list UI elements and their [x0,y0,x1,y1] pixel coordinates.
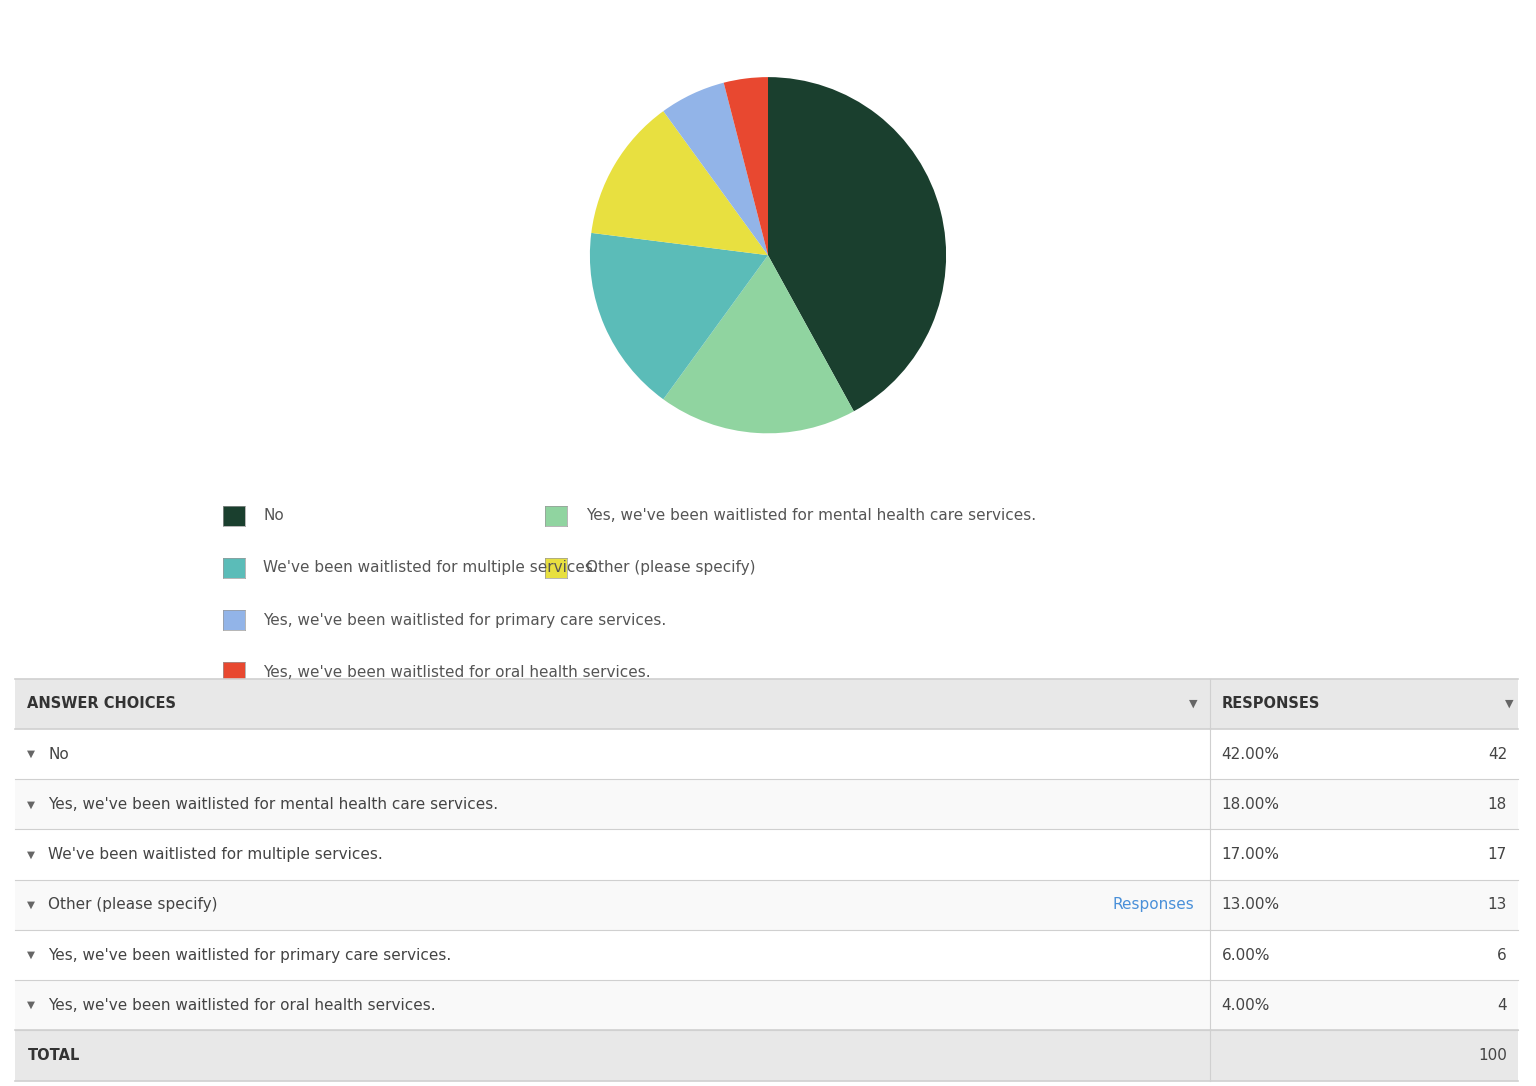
Bar [15,980,1518,1031]
Text: No: No [49,746,69,761]
Text: Yes, we've been waitlisted for oral health services.: Yes, we've been waitlisted for oral heal… [49,998,436,1013]
Bar [15,880,1518,930]
Text: RESPONSES: RESPONSES [1221,696,1319,711]
Wedge shape [768,77,946,412]
Text: Responses: Responses [1114,897,1195,912]
Text: 13: 13 [1488,897,1507,912]
Text: Yes, we've been waitlisted for mental health care services.: Yes, we've been waitlisted for mental he… [49,797,499,812]
Text: No: No [263,508,284,523]
Text: 4: 4 [1498,998,1507,1013]
Bar [15,1031,1518,1081]
Wedge shape [591,111,768,255]
Text: ANSWER CHOICES: ANSWER CHOICES [28,696,177,711]
Wedge shape [664,255,854,433]
Bar [15,679,1518,729]
Text: ▼: ▼ [1189,699,1198,709]
Text: Other (please specify): Other (please specify) [585,560,756,576]
Wedge shape [664,83,768,255]
Text: 42.00%: 42.00% [1221,746,1279,761]
Text: ▼: ▼ [28,1000,35,1010]
Text: We've been waitlisted for multiple services.: We've been waitlisted for multiple servi… [263,560,598,576]
Text: 100: 100 [1478,1048,1507,1063]
Text: 42: 42 [1488,746,1507,761]
Text: ▼: ▼ [28,900,35,910]
Bar [15,930,1518,980]
Text: ▼: ▼ [28,950,35,960]
Text: ▼: ▼ [1505,699,1513,709]
Text: Yes, we've been waitlisted for primary care services.: Yes, we've been waitlisted for primary c… [49,947,452,962]
Text: Yes, we've been waitlisted for oral health services.: Yes, we've been waitlisted for oral heal… [263,665,651,680]
Text: ▼: ▼ [28,849,35,859]
Text: 4.00%: 4.00% [1221,998,1270,1013]
Text: 13.00%: 13.00% [1221,897,1279,912]
Text: TOTAL: TOTAL [28,1048,80,1063]
Wedge shape [723,77,768,255]
Text: Yes, we've been waitlisted for mental health care services.: Yes, we've been waitlisted for mental he… [585,508,1035,523]
Text: We've been waitlisted for multiple services.: We've been waitlisted for multiple servi… [49,847,382,862]
Text: 17: 17 [1488,847,1507,862]
Text: 6: 6 [1498,947,1507,962]
Text: ▼: ▼ [28,749,35,759]
Bar [15,830,1518,880]
Text: Other (please specify): Other (please specify) [49,897,218,912]
Text: 17.00%: 17.00% [1221,847,1279,862]
Text: 18.00%: 18.00% [1221,797,1279,812]
Text: Yes, we've been waitlisted for primary care services.: Yes, we've been waitlisted for primary c… [263,613,667,628]
Bar [15,729,1518,780]
Text: 6.00%: 6.00% [1221,947,1270,962]
Wedge shape [590,232,768,400]
Text: 18: 18 [1488,797,1507,812]
Text: ▼: ▼ [28,799,35,809]
Bar [15,780,1518,830]
